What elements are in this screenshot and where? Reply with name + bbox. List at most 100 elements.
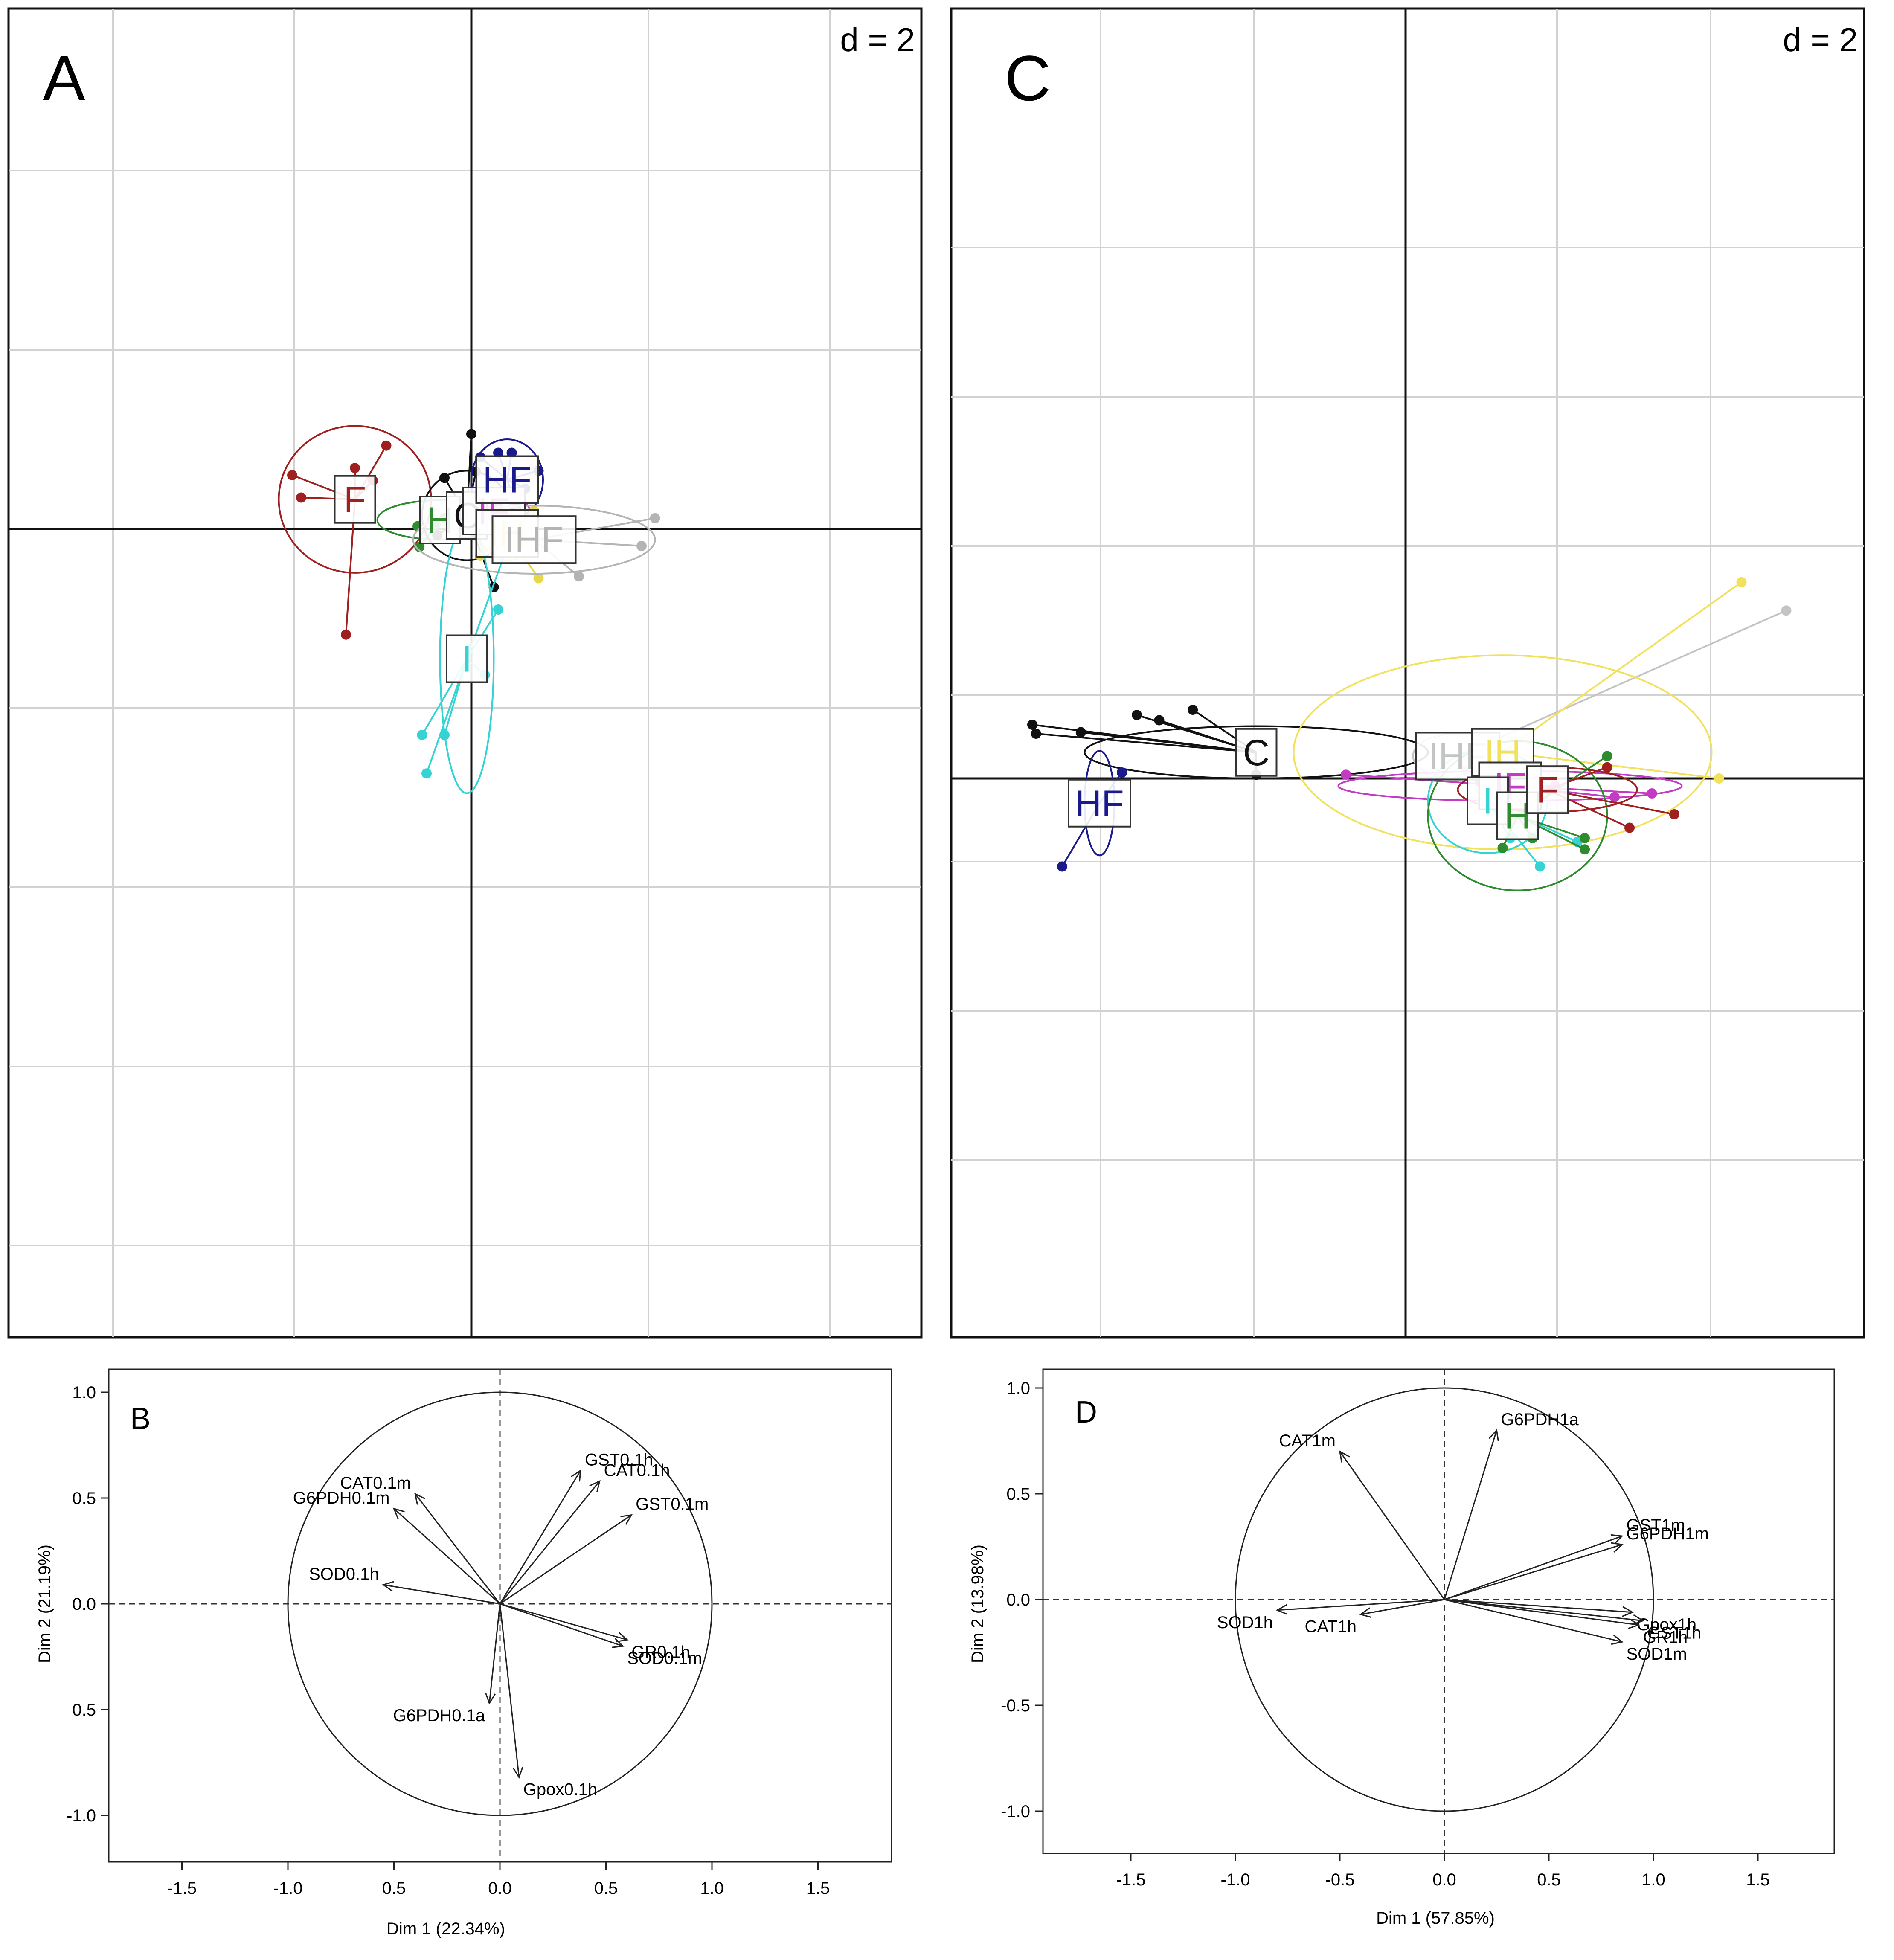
variable-label-sod1h: SOD1h [1217, 1613, 1273, 1632]
class-label-box-f [1526, 765, 1569, 814]
data-point-h [1580, 844, 1590, 855]
data-point-c [439, 473, 450, 483]
data-point-ih [1714, 773, 1724, 784]
variable-label-g6pdh0-1a: G6PDH0.1a [393, 1706, 485, 1725]
data-point-ihf [1781, 605, 1792, 616]
arrowhead [620, 1514, 633, 1525]
loading-arrow-gpox0-1h [499, 1603, 520, 1777]
data-point-hf [1057, 861, 1067, 872]
data-point-ihf [650, 513, 660, 523]
panel-a-letter: A [43, 42, 85, 114]
arrowhead [589, 1480, 601, 1492]
variable-label-gst1m: GST1m [1627, 1516, 1685, 1535]
class-label-c: C [1243, 732, 1269, 773]
variable-label-cat0-1m: CAT0.1m [340, 1474, 411, 1493]
data-point-f [287, 470, 297, 480]
x-tick-label: -1.0 [273, 1879, 303, 1898]
variable-label-g6pdh1a: G6PDH1a [1501, 1410, 1579, 1429]
data-point-i [417, 730, 427, 740]
loading-arrow-cat0-1m [415, 1493, 501, 1604]
spoke-c [1081, 731, 1257, 753]
arrowhead [1611, 1534, 1624, 1545]
x-tick-label: 0.0 [488, 1879, 512, 1898]
panel-d-x-axis-label: Dim 1 (57.85%) [1376, 1909, 1495, 1928]
loading-arrow-gpox1h [1444, 1599, 1633, 1613]
x-tick-label: -1.5 [167, 1879, 197, 1898]
loading-arrow-sod1m [1444, 1599, 1622, 1643]
variable-label-gpox1h: Gpox1h [1637, 1615, 1696, 1634]
arrowhead [1622, 1606, 1634, 1617]
panel-c-scale-label: d = 2 [1783, 21, 1858, 58]
y-tick-label: -0.5 [1001, 1696, 1030, 1715]
loading-arrow-gst1m [1444, 1535, 1623, 1600]
data-point-ihf [636, 540, 647, 551]
x-tick-label: -1.0 [1221, 1870, 1250, 1889]
y-tick-label: -1.0 [1001, 1802, 1030, 1821]
data-point-if [1647, 788, 1657, 799]
loading-arrow-sod0-1m [500, 1603, 623, 1647]
loading-arrow-sod1h [1277, 1599, 1445, 1611]
panel-c-letter: C [1005, 42, 1051, 114]
y-tick-label: 1.0 [1006, 1379, 1030, 1398]
y-tick-label: 0.5 [1006, 1485, 1030, 1504]
data-point-c [1075, 727, 1086, 738]
y-tick-label: 0.0 [72, 1595, 96, 1614]
loading-arrow-cat1h [1360, 1599, 1445, 1615]
loading-arrow-gr0-1h [500, 1603, 627, 1641]
panel-a-scale-label: d = 2 [840, 21, 915, 58]
data-point-h [1580, 833, 1590, 843]
arrowhead [1339, 1450, 1350, 1463]
class-label-i: I [1483, 781, 1493, 822]
variable-label-sod0-1m: SOD0.1m [627, 1649, 702, 1668]
data-point-f [1624, 822, 1635, 833]
variable-label-cat1m: CAT1m [1279, 1432, 1336, 1450]
x-tick-label: -1.5 [1116, 1870, 1146, 1889]
panel-d: D Dim 1 (57.85%) Dim 2 (13.98%) -1.5 -1.0… [968, 1368, 1835, 1928]
class-label-ihf: IHF [505, 520, 564, 560]
x-tick-label: 1.0 [1641, 1870, 1665, 1889]
loading-arrow-cat1m [1339, 1451, 1445, 1600]
class-ellipse-ihf [412, 505, 656, 575]
class-label-f: F [344, 479, 366, 520]
data-point-c [1154, 715, 1165, 726]
class-label-box-c [1235, 728, 1278, 777]
variable-label-g6pdh0-1m: G6PDH0.1m [293, 1489, 390, 1507]
class-label-box-f [334, 475, 376, 524]
panel-a: A d = 2 FHCIFHFIHIHFI [7, 7, 923, 1339]
data-point-c [1188, 705, 1198, 715]
panel-d-letter: D [1075, 1395, 1097, 1429]
variable-label-gpox0-1h: Gpox0.1h [523, 1780, 597, 1799]
class-label-box-ihf [491, 515, 577, 564]
loading-arrow-g6pdh0-1m [393, 1508, 501, 1605]
class-label-i: I [462, 639, 472, 680]
variable-label-sod0-1h: SOD0.1h [309, 1565, 379, 1583]
variable-label-sod1m: SOD1m [1627, 1645, 1687, 1664]
variable-label-gr0-1h: GR0.1h [631, 1643, 690, 1661]
x-tick-label: 0.0 [1432, 1870, 1456, 1889]
data-point-f [350, 463, 360, 473]
x-tick-label: 1.5 [1746, 1870, 1770, 1889]
variable-label-gst0-1m: GST0.1m [636, 1495, 709, 1514]
loading-arrow-gst0-1h [499, 1470, 581, 1604]
arrowhead [382, 1581, 395, 1592]
y-tick-label: 0.5 [72, 1489, 96, 1508]
data-point-ihf [574, 571, 584, 582]
class-label-box-hf [1068, 778, 1131, 828]
arrowhead [1611, 1542, 1624, 1553]
loading-arrow-gst1h [1444, 1599, 1643, 1622]
arrowhead [485, 1693, 496, 1705]
class-label-hf: HF [483, 460, 532, 501]
x-tick-label: 0.5 [1537, 1870, 1561, 1889]
class-label-f: F [1536, 769, 1559, 810]
arrowhead [414, 1493, 426, 1505]
class-label-hf: HF [1075, 783, 1124, 824]
data-point-h [1497, 842, 1508, 853]
y-tick-label: 0.5 [72, 1701, 96, 1719]
spoke-c [1036, 733, 1257, 753]
arrowhead [616, 1632, 629, 1643]
data-point-f [341, 629, 351, 640]
data-point-hf [1117, 767, 1127, 778]
arrowhead [612, 1638, 625, 1648]
loading-arrow-sod0-1h [383, 1584, 500, 1605]
